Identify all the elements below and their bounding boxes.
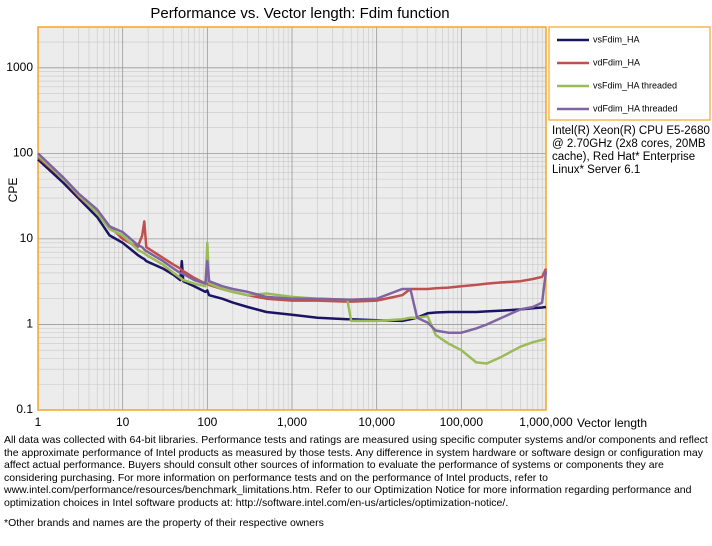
x-tick-label: 100 [197, 415, 217, 429]
y-tick-label: 0.1 [16, 402, 33, 416]
series-line [37, 154, 547, 365]
series-line [37, 158, 547, 323]
y-tick-label: 1 [26, 317, 33, 331]
x-tick-label: 10 [116, 415, 130, 429]
y-tick-label: 10 [20, 231, 34, 245]
y-tick-label: 100 [13, 146, 33, 160]
x-tick-label: 1,000 [277, 415, 307, 429]
legend-label: vdFdim_HA threaded [593, 103, 678, 113]
footnote: All data was collected with 64-bit libra… [4, 434, 708, 509]
x-tick-label: 10,000 [358, 415, 395, 429]
legend-label: vsFdim_HA [593, 34, 640, 44]
x-tick-label: 100,000 [440, 415, 484, 429]
x-tick-label: 1,000,000 [519, 415, 573, 429]
x-tick-label: 1 [35, 415, 42, 429]
plot-border [37, 26, 547, 411]
legend-label: vdFdim_HA [593, 57, 640, 67]
series-line [37, 152, 548, 334]
y-tick-label: 1000 [6, 60, 33, 74]
annotation: Intel(R) Xeon(R) CPU E5-2680 @ 2.70GHz (… [552, 125, 710, 176]
chart-title: Performance vs. Vector length: Fdim func… [150, 5, 449, 22]
legend-box [548, 26, 711, 121]
legend-label: vsFdim_HA threaded [593, 80, 677, 90]
x-axis-label: Vector length [577, 416, 647, 430]
y-axis-label: CPE [6, 178, 20, 203]
footnote-2: *Other brands and names are the property… [4, 517, 324, 529]
